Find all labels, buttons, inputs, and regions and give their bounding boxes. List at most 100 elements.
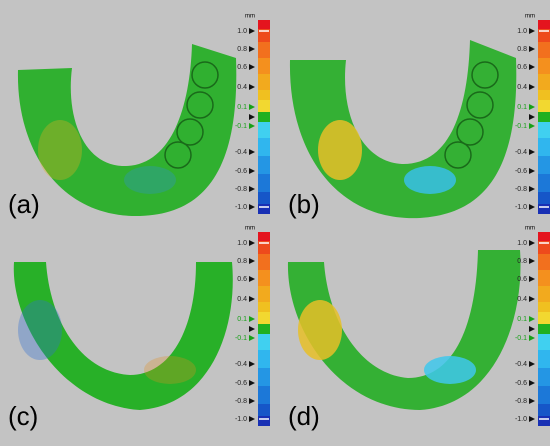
- colorbar-pointer: [249, 398, 255, 404]
- colorbar-segment: [538, 241, 550, 254]
- colorbar-segment: [258, 334, 270, 350]
- colorbar-unit: mm: [245, 226, 255, 232]
- colorbar-segment: [538, 232, 550, 241]
- colorbar-segment: [258, 404, 270, 416]
- colorbar-segment: [538, 192, 550, 204]
- tooth: [176, 118, 204, 146]
- colorbar-pointer: [529, 168, 535, 174]
- colorbar-segment: [258, 368, 270, 386]
- colorbar-segment: [538, 156, 550, 174]
- colorbar-segment: [538, 20, 550, 29]
- tooth: [164, 141, 192, 169]
- tooth: [191, 61, 219, 89]
- colorbar-pointer: [249, 416, 255, 422]
- colorbar-segment: [538, 74, 550, 90]
- scan-image: [287, 250, 521, 410]
- colorbar-pointer: [529, 326, 535, 332]
- colorbar-pointer: [529, 84, 535, 90]
- colorbar-unit: mm: [525, 226, 535, 232]
- colorbar-label: 0.1: [237, 104, 247, 111]
- colorbar-segment: [538, 286, 550, 302]
- colorbar-segment: [258, 254, 270, 270]
- colorbar-pointer: [249, 296, 255, 302]
- colorbar-segment: [258, 156, 270, 174]
- colorbar-unit: mm: [525, 14, 535, 20]
- colorbar-pointer: [249, 64, 255, 70]
- colorbar-label: 1.0: [517, 240, 527, 247]
- colorbar-pointer: [529, 149, 535, 155]
- colorbar-pointer: [529, 335, 535, 341]
- deviation-patch: [404, 166, 456, 194]
- tooth: [186, 91, 214, 119]
- deviation-patch: [144, 356, 196, 384]
- colorbar-pointer: [529, 276, 535, 282]
- colorbar-segment: [258, 312, 270, 324]
- colorbar-segment: [258, 29, 270, 42]
- colorbar-segment: [258, 324, 270, 334]
- colorbar-label: -1.0: [515, 204, 527, 211]
- panel-label: (b): [288, 189, 320, 219]
- deviation-patch: [424, 356, 476, 384]
- colorbar: mm 1.0 0.8 0.6 0.4 0.1 -0.1 -0.4 -0.6 -0.8 -1.0: [515, 226, 550, 426]
- colorbar-pointer: [249, 84, 255, 90]
- colorbar-label: 0.6: [517, 276, 527, 283]
- scan-image: [13, 262, 233, 410]
- colorbar-segment: [538, 270, 550, 286]
- colorbar-label: 0.8: [517, 46, 527, 53]
- colorbar-segment: [538, 312, 550, 324]
- colorbar-label: 0.4: [517, 296, 527, 303]
- colorbar-label: 1.0: [237, 28, 247, 35]
- colorbar-pointer: [529, 258, 535, 264]
- colorbar-segment: [258, 286, 270, 302]
- colorbar-segment: [258, 174, 270, 192]
- colorbar-unit: mm: [245, 14, 255, 20]
- colorbar-pointer: [249, 276, 255, 282]
- panel: (a) mm 1.0 0.8 0.6 0.4 0.1 -0.1 -0.4 -0.6 -0.8 -1.0: [8, 14, 270, 219]
- colorbar-segment: [538, 58, 550, 74]
- colorbar-label: -0.6: [515, 168, 527, 175]
- colorbar-label: -0.6: [235, 380, 247, 387]
- colorbar-pointer: [529, 398, 535, 404]
- colorbar-label: 0.8: [517, 258, 527, 265]
- colorbar-pointer: [249, 46, 255, 52]
- colorbar-segment: [538, 90, 550, 100]
- colorbar-segment: [258, 112, 270, 122]
- colorbar-pointer: [529, 104, 535, 110]
- colorbar-segment: [538, 302, 550, 312]
- colorbar-label: -0.1: [515, 123, 527, 130]
- colorbar-segment: [538, 416, 550, 426]
- colorbar-pointer: [529, 114, 535, 120]
- deviation-patch: [318, 120, 362, 180]
- colorbar-pointer: [249, 28, 255, 34]
- colorbar-label: -0.8: [235, 186, 247, 193]
- colorbar-label: -1.0: [515, 416, 527, 423]
- colorbar-pointer: [529, 361, 535, 367]
- colorbar-pointer: [529, 123, 535, 129]
- colorbar-segment: [538, 122, 550, 138]
- colorbar-segment: [538, 42, 550, 58]
- colorbar-label: -1.0: [235, 416, 247, 423]
- colorbar-segment: [258, 270, 270, 286]
- colorbar-segment: [538, 254, 550, 270]
- colorbar-pointer: [249, 168, 255, 174]
- colorbar-pointer: [249, 326, 255, 332]
- colorbar-pointer: [249, 335, 255, 341]
- colorbar-segment: [538, 29, 550, 42]
- colorbar-segment: [258, 241, 270, 254]
- colorbar-pointer: [529, 186, 535, 192]
- colorbar-segment: [538, 100, 550, 112]
- colorbar-pointer: [529, 296, 535, 302]
- colorbar-pointer: [249, 361, 255, 367]
- colorbar-label: 0.1: [517, 316, 527, 323]
- colorbar-label: 1.0: [517, 28, 527, 35]
- tooth: [444, 141, 472, 169]
- colorbar-segment: [258, 122, 270, 138]
- colorbar-segment: [258, 416, 270, 426]
- arch-surface: [13, 262, 233, 410]
- colorbar-label: -0.8: [515, 398, 527, 405]
- scan-image: [17, 44, 237, 217]
- colorbar-pointer: [529, 46, 535, 52]
- colorbar-label: 0.6: [237, 276, 247, 283]
- colorbar-segment: [538, 138, 550, 156]
- colorbar-label: -0.4: [235, 361, 247, 368]
